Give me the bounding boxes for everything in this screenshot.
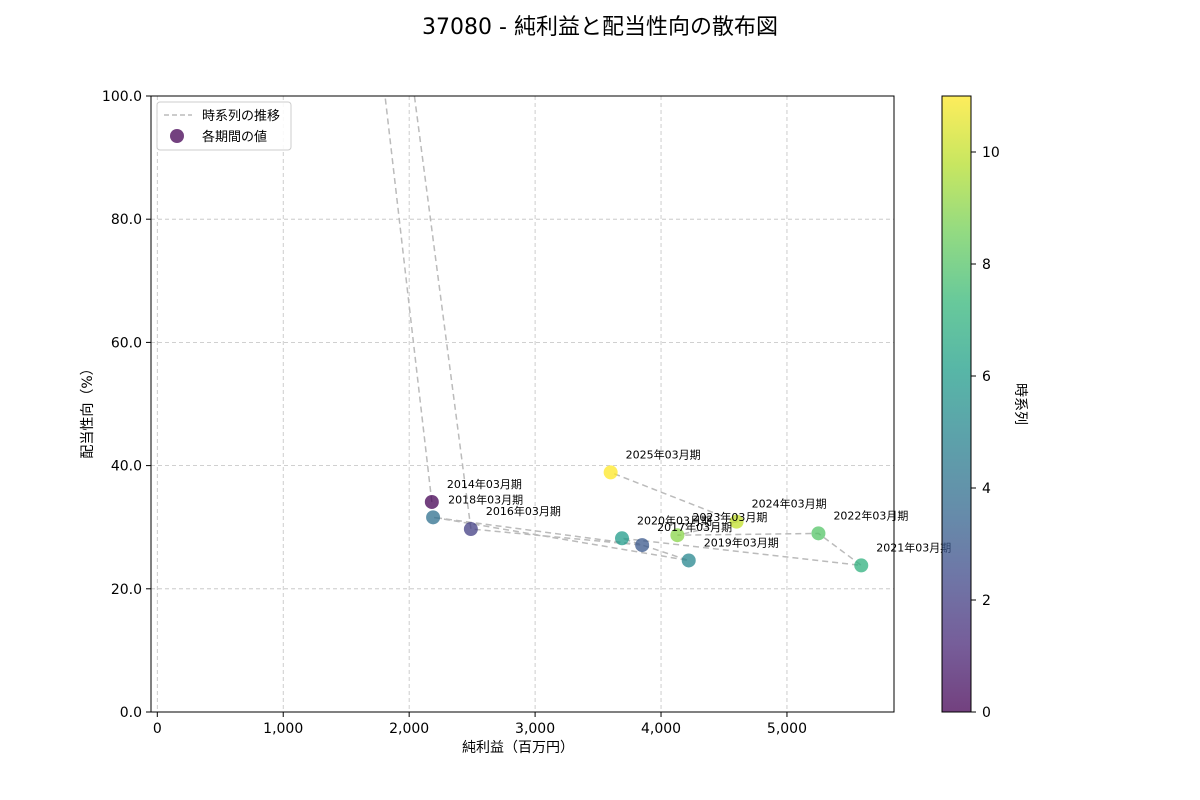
colorbar-tick-label: 2 — [982, 593, 991, 609]
point-annotation: 2020年03月期 — [637, 513, 712, 527]
point-annotation: 2014年03月期 — [447, 477, 522, 491]
grid — [151, 95, 894, 713]
data-point — [854, 558, 869, 573]
data-point — [729, 514, 744, 529]
plot-frame — [150, 95, 895, 713]
colorbar-tick-label: 4 — [982, 481, 991, 497]
y-axis-ticks: 0.0 20.0 40.0 60.0 80.0 100.0 — [102, 89, 151, 721]
data-points — [374, 58, 869, 573]
chart-title: 37080 - 純利益と配当性向の散布図 — [422, 15, 778, 40]
data-point — [811, 526, 826, 541]
colorbar-gradient — [942, 96, 971, 712]
y-tick-label: 100.0 — [102, 89, 142, 105]
data-point — [424, 494, 439, 509]
legend-label-trajectory: 時系列の推移 — [202, 109, 280, 124]
colorbar-label: 時系列 — [1012, 383, 1028, 425]
point-annotation: 2025年03月期 — [626, 447, 701, 461]
data-point — [603, 465, 618, 480]
data-point — [374, 58, 388, 72]
legend-frame — [156, 101, 292, 151]
legend-marker-swatch — [170, 129, 184, 143]
x-tick-label: 3,000 — [515, 721, 555, 737]
y-tick-label: 20.0 — [111, 582, 142, 598]
point-annotation: 2019年03月期 — [704, 535, 779, 549]
y-tick-label: 40.0 — [111, 459, 142, 475]
data-point — [681, 553, 696, 568]
point-annotation: 2021年03月期 — [876, 540, 951, 554]
colorbar-frame — [941, 95, 972, 713]
colorbar-tick-label: 0 — [982, 705, 991, 721]
x-tick-label: 0 — [153, 721, 162, 737]
point-annotation: 2022年03月期 — [833, 508, 908, 522]
y-tick-label: 60.0 — [111, 335, 142, 351]
x-tick-label: 5,000 — [767, 721, 807, 737]
point-annotation: 2023年03月期 — [692, 510, 767, 524]
data-point — [463, 522, 478, 537]
point-annotation: 2016年03月期 — [486, 504, 561, 518]
x-tick-label: 4,000 — [641, 721, 681, 737]
x-tick-label: 2,000 — [389, 721, 429, 737]
data-point — [635, 538, 650, 553]
point-annotations: 2014年03月期 2016年03月期 2017年03月期 2018年03月期 2019… — [447, 447, 951, 554]
colorbar-tick-label: 6 — [982, 369, 991, 385]
data-point — [614, 531, 629, 546]
x-axis-label: 純利益（百万円） — [462, 740, 574, 756]
point-annotation: 2017年03月期 — [657, 520, 732, 534]
x-tick-label: 1,000 — [263, 721, 303, 737]
data-point — [426, 510, 441, 525]
colorbar-tick-label: 10 — [982, 145, 1000, 161]
data-point — [670, 528, 685, 543]
colorbar: 0 2 4 6 8 10 時系列 — [941, 95, 1028, 721]
legend: 時系列の推移 各期間の値 — [156, 101, 292, 151]
colorbar-ticks: 0 2 4 6 8 10 — [971, 145, 1000, 721]
point-annotation: 2024年03月期 — [752, 497, 827, 511]
y-tick-label: 80.0 — [111, 212, 142, 228]
colorbar-tick-label: 8 — [982, 257, 991, 273]
y-tick-label: 0.0 — [120, 705, 142, 721]
x-axis-ticks: 0 1,000 2,000 3,000 4,000 5,000 — [153, 712, 807, 737]
legend-label-points: 各期間の値 — [202, 129, 267, 145]
point-annotation: 2018年03月期 — [448, 492, 523, 506]
y-axis-label: 配当性向（%） — [80, 361, 96, 458]
